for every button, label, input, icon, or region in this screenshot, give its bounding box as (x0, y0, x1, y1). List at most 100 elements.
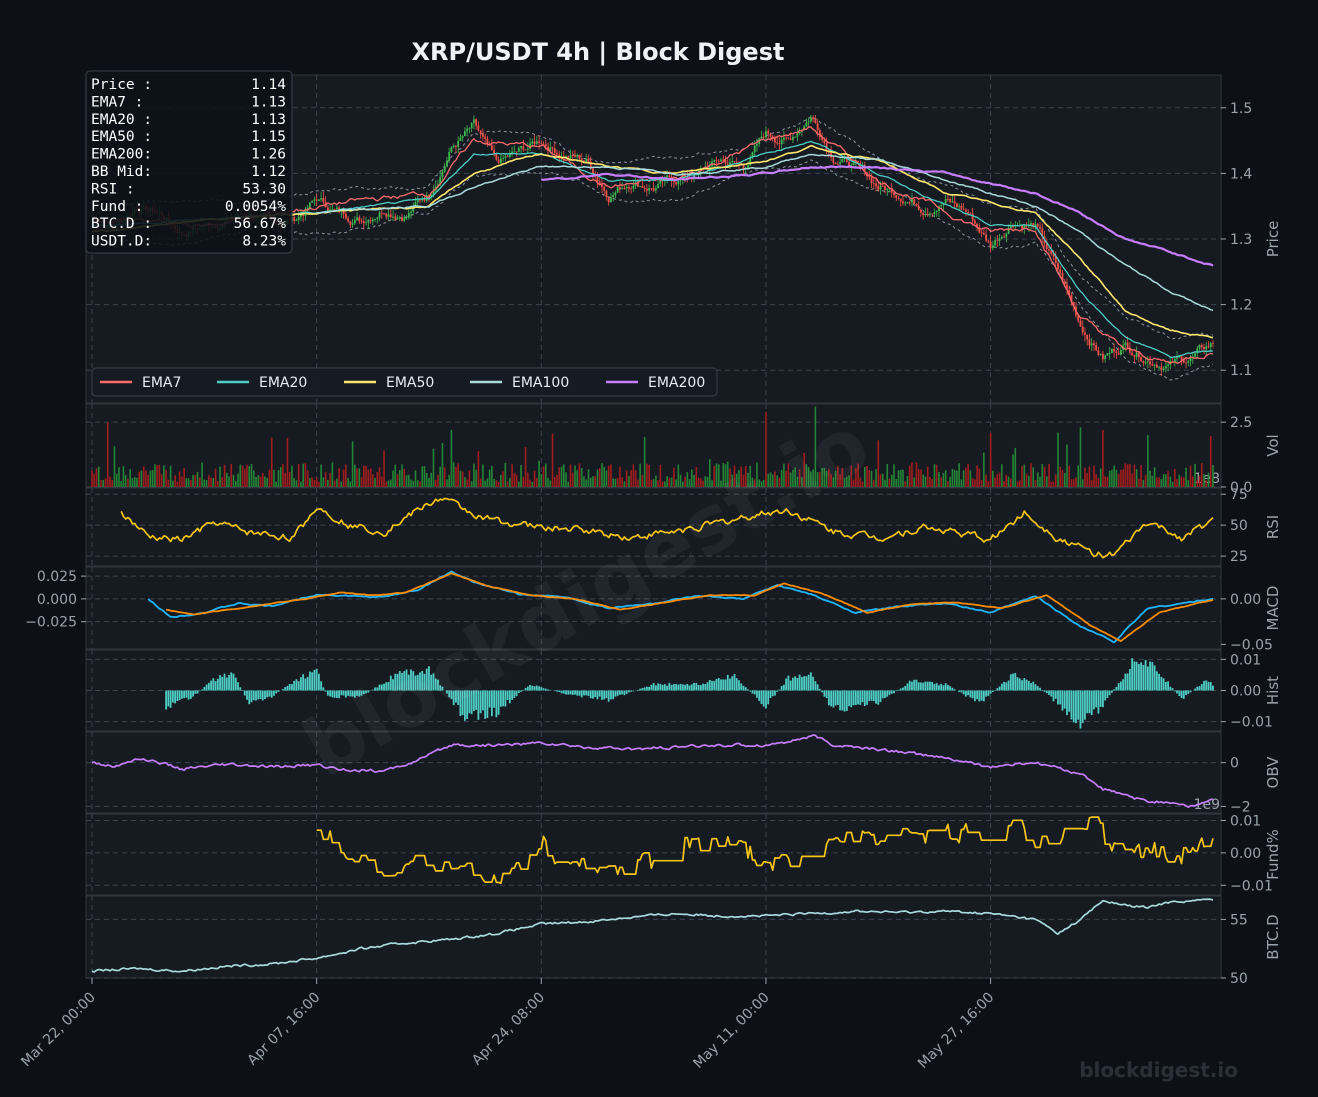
histogram-bar (839, 690, 841, 711)
volume-bar (846, 476, 848, 487)
candle-body (1200, 345, 1203, 348)
histogram-bar (639, 688, 642, 691)
candle-body (1162, 368, 1165, 370)
histogram-bar (890, 690, 893, 694)
volume-bar (363, 465, 365, 487)
candle-body (344, 214, 347, 219)
candle-body (605, 190, 608, 197)
volume-bar (1113, 465, 1115, 487)
candle-body (556, 153, 558, 155)
volume-bar (819, 471, 821, 487)
candle-body (708, 166, 711, 170)
histogram-bar (520, 690, 522, 692)
histogram-bar (1045, 690, 1048, 694)
candle-body (870, 177, 873, 184)
candle-body (989, 241, 992, 249)
candle-body (1131, 352, 1134, 356)
volume-bar (708, 459, 711, 487)
candle-body (497, 159, 500, 164)
candle-body (317, 199, 320, 201)
volume-bar (223, 464, 226, 487)
volume-bar (221, 477, 224, 487)
volume-bar (944, 470, 947, 487)
volume-bar (461, 471, 464, 487)
histogram-bar (302, 674, 305, 691)
volume-bar (1131, 473, 1133, 487)
histogram-bar (335, 690, 338, 699)
histogram-bar (1162, 678, 1165, 691)
volume-bar (127, 478, 129, 487)
volume-bar (619, 466, 621, 487)
histogram-bar (250, 690, 253, 703)
candle-body (544, 144, 547, 147)
volume-bar (558, 467, 561, 487)
histogram-bar (1171, 688, 1174, 691)
info-box: Price : 1.14 EMA7 : 1.13 EMA20 : 1.13 EMA50 : 1… (85, 70, 293, 254)
candle-body (857, 161, 859, 163)
histogram-bar (1122, 679, 1125, 691)
volume-bar (241, 465, 244, 487)
histogram-bar (1160, 676, 1163, 691)
histogram-bar (560, 690, 563, 694)
histogram-bar (538, 686, 540, 691)
volume-bar (1052, 481, 1055, 487)
candle-body (906, 202, 909, 204)
candle-body (457, 140, 460, 147)
info-label: RSI : (91, 181, 135, 197)
histogram-bar (1115, 686, 1118, 691)
histogram-bar (785, 678, 788, 691)
histogram-bar (490, 690, 493, 717)
candle-body (598, 181, 601, 185)
candle-body (1111, 349, 1113, 354)
info-value: 8.23% (242, 234, 286, 250)
histogram-bar (448, 690, 451, 698)
volume-bar (169, 465, 172, 487)
histogram-bar (300, 677, 302, 691)
histogram-bar (645, 686, 648, 691)
volume-bar (479, 478, 482, 487)
volume-bar (605, 470, 608, 487)
panel-price: 1.1 1.2 1.3 1.4 1.5 Price Price : 1.14 EMA7 : 1.1… (85, 70, 1282, 404)
volume-bar (248, 466, 251, 487)
histogram-bar (495, 690, 498, 718)
histogram-bar (1108, 690, 1111, 696)
candle-body (1090, 343, 1093, 346)
volume-bar (295, 480, 298, 487)
candle-body (982, 232, 985, 235)
candle-body (1059, 269, 1062, 273)
histogram-bar (929, 681, 931, 691)
volume-bar (448, 474, 450, 487)
volume-bar (947, 481, 949, 487)
y-tick-label: 25 (1230, 549, 1248, 565)
histogram-bar (866, 690, 868, 705)
histogram-bar (598, 690, 601, 697)
volume-bar (367, 469, 370, 487)
candle-body (832, 157, 835, 163)
histogram-bar (987, 690, 990, 697)
histogram-bar (729, 678, 731, 691)
candle-body (322, 198, 325, 203)
volume-bar (857, 463, 859, 487)
info-label: EMA200: (91, 147, 152, 163)
info-value: 53.30 (242, 181, 286, 197)
volume-bar (787, 463, 790, 487)
volume-bar (1180, 476, 1183, 487)
histogram-bar (452, 690, 455, 706)
histogram-bar (702, 683, 704, 691)
volume-bar (1122, 469, 1124, 487)
candle-body (486, 138, 489, 144)
histogram-bar (690, 684, 693, 691)
volume-bar (378, 467, 381, 487)
candle-body (931, 213, 934, 215)
histogram-bar (749, 690, 752, 692)
histogram-bar (333, 690, 336, 698)
candle-body (475, 119, 478, 126)
histogram-bar (378, 684, 381, 691)
candle-body (875, 183, 877, 187)
histogram-bar (1124, 673, 1127, 691)
candle-body (742, 165, 745, 170)
volume-bar (142, 466, 145, 487)
histogram-bar (818, 688, 821, 691)
volume-bar (345, 464, 347, 487)
candle-body (1196, 348, 1199, 354)
